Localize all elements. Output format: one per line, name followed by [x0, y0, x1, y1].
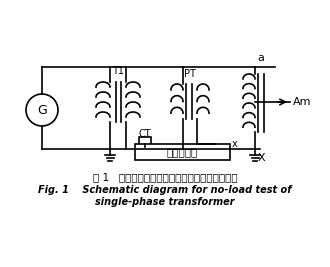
Text: G: G: [37, 104, 47, 116]
Bar: [135, 144, 230, 160]
Text: 功率分析仪: 功率分析仪: [167, 147, 198, 157]
Text: Fig. 1    Schematic diagram for no-load test of: Fig. 1 Schematic diagram for no-load tes…: [38, 185, 292, 195]
Text: 图 1   单相变压器空载电流和空载损耗测量原理图: 图 1 单相变压器空载电流和空载损耗测量原理图: [93, 172, 237, 182]
Text: CT: CT: [139, 129, 151, 139]
Text: single-phase transformer: single-phase transformer: [95, 197, 235, 207]
FancyBboxPatch shape: [139, 137, 151, 147]
Text: PT: PT: [184, 69, 196, 79]
Text: X: X: [257, 153, 265, 163]
Text: x: x: [232, 139, 238, 149]
Text: a: a: [257, 53, 264, 63]
Text: T1: T1: [112, 66, 124, 76]
Text: Am: Am: [293, 97, 312, 107]
